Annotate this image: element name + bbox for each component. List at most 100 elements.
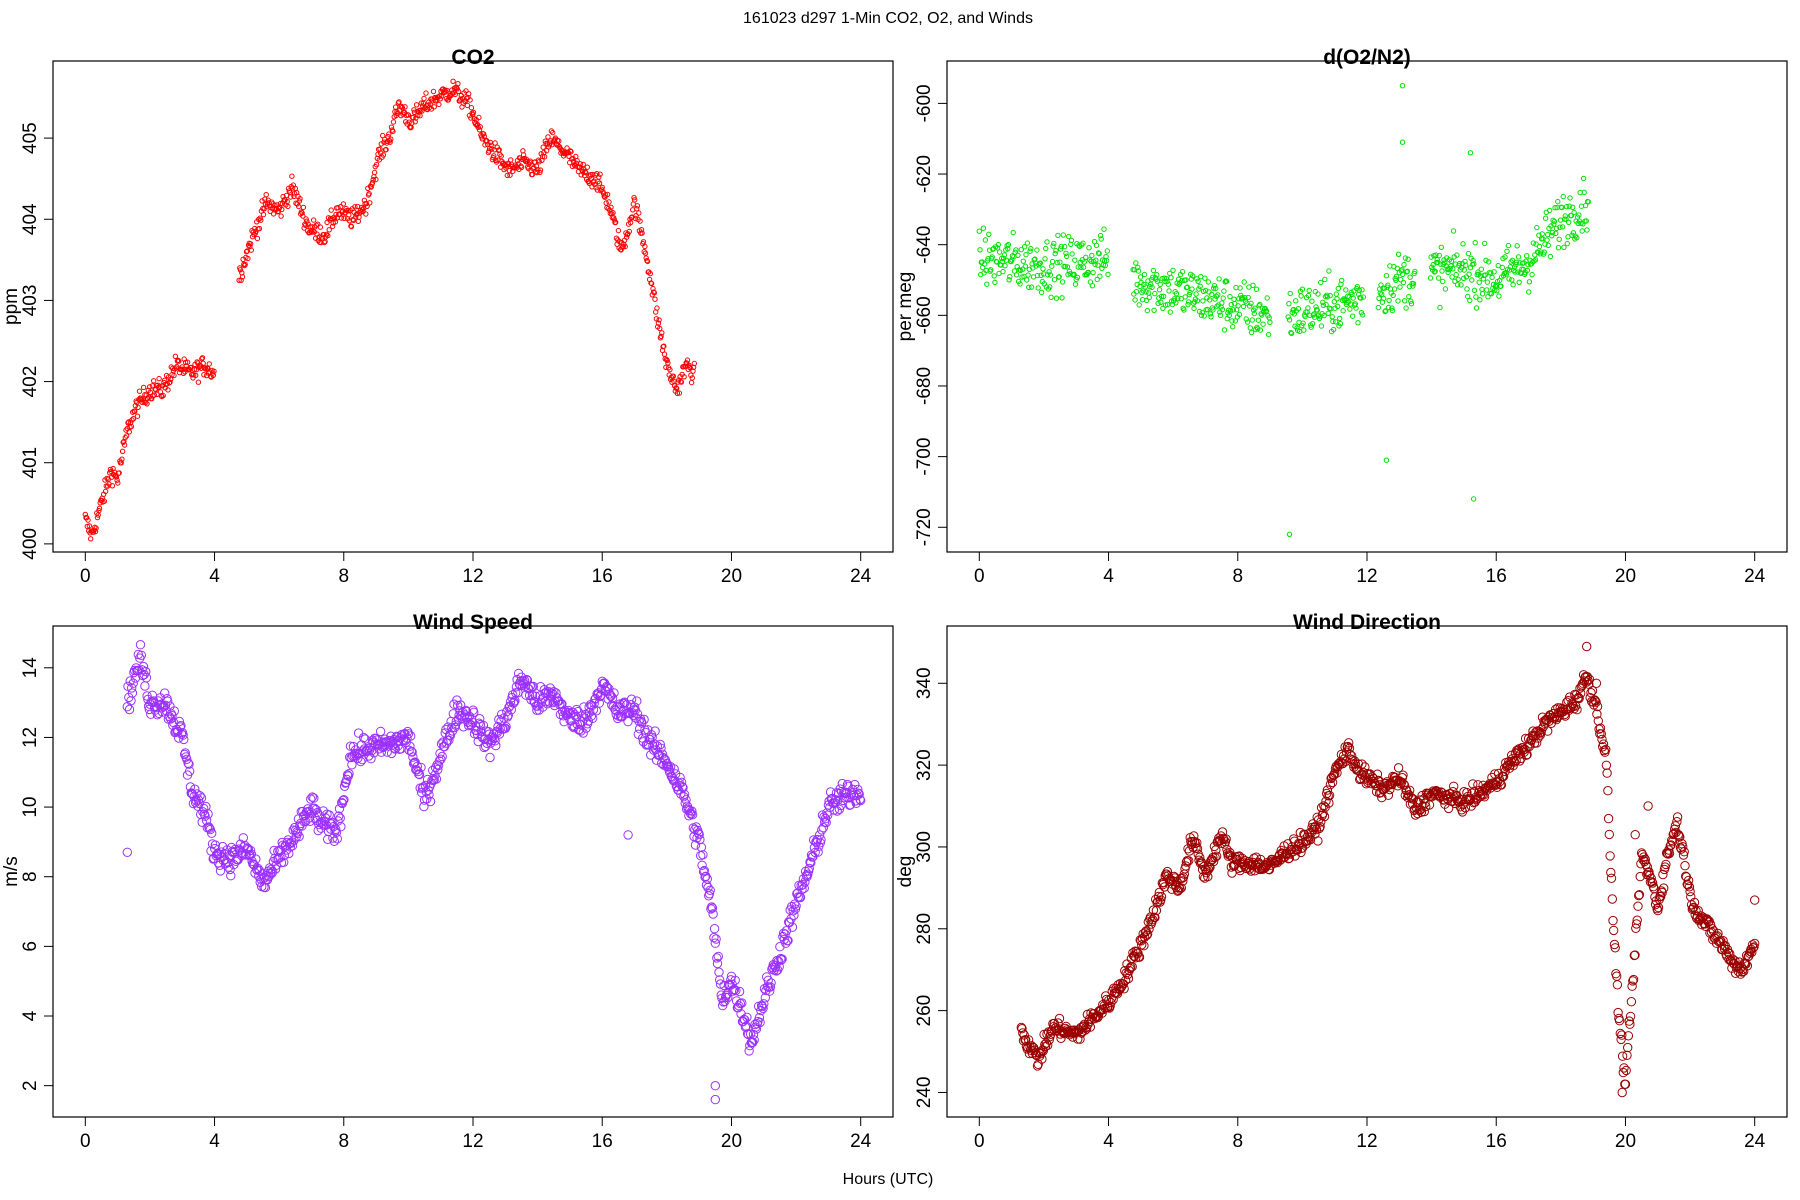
wspd-data-point bbox=[528, 681, 538, 692]
co2-data-point bbox=[592, 181, 598, 188]
wdir-data-point bbox=[1622, 1050, 1632, 1061]
co2-ytick-label: 404 bbox=[20, 203, 41, 235]
wdir-xtick-label: 24 bbox=[1744, 1131, 1766, 1152]
o2n2-data-point bbox=[1037, 260, 1044, 266]
wspd-data-point bbox=[335, 813, 345, 823]
wdir-xtick-label: 20 bbox=[1615, 1131, 1636, 1152]
wdir-data-point bbox=[1591, 697, 1601, 707]
o2n2-data-point bbox=[1240, 303, 1247, 310]
co2-data-point bbox=[539, 157, 545, 164]
o2n2-data-point bbox=[1051, 240, 1057, 247]
co2-data-point bbox=[201, 372, 207, 378]
o2n2-data-point bbox=[1580, 175, 1587, 182]
o2n2-data-point bbox=[1321, 312, 1327, 319]
co2-data-point bbox=[390, 119, 397, 125]
co2-data-point bbox=[681, 374, 687, 380]
o2n2-data-point bbox=[1399, 139, 1406, 145]
wdir-data-point bbox=[1607, 894, 1618, 904]
wdir-data-point bbox=[1129, 951, 1140, 962]
co2-data-point bbox=[388, 136, 394, 142]
wdir-data-point bbox=[1106, 997, 1116, 1008]
wspd-data-point bbox=[179, 734, 189, 745]
wspd-data-point bbox=[636, 716, 646, 727]
o2n2-data-point bbox=[1150, 267, 1157, 274]
wspd-data-point bbox=[722, 989, 732, 999]
wspd-xtick-label: 0 bbox=[80, 1131, 91, 1152]
o2n2-data-point bbox=[1033, 263, 1039, 269]
wdir-data-point bbox=[1597, 734, 1607, 745]
wdir-data-point bbox=[1574, 693, 1584, 704]
co2-data-point bbox=[109, 483, 116, 489]
wdir-data-point bbox=[1402, 785, 1412, 796]
wspd-data-point bbox=[632, 696, 642, 706]
co2-data-point bbox=[626, 228, 632, 235]
wspd-data-point bbox=[376, 747, 386, 757]
o2n2-data-point bbox=[1209, 291, 1215, 298]
o2n2-data-point bbox=[1358, 295, 1364, 301]
co2-data-point bbox=[499, 158, 505, 165]
co2-data-point bbox=[297, 196, 303, 202]
o2n2-ytick-label: -680 bbox=[914, 367, 935, 405]
o2n2-xtick-label: 12 bbox=[1356, 566, 1377, 587]
co2-data-point bbox=[627, 219, 634, 226]
o2n2-data-point bbox=[1524, 253, 1530, 259]
wspd-data-point bbox=[312, 807, 323, 818]
co2-data-point bbox=[370, 177, 376, 183]
o2n2-data-point bbox=[1412, 268, 1418, 275]
co2-data-point bbox=[466, 91, 472, 97]
o2n2-data-point bbox=[1144, 307, 1151, 314]
wspd-data-point bbox=[766, 978, 776, 988]
o2n2-data-point bbox=[1064, 264, 1071, 270]
o2n2-data-point bbox=[1557, 224, 1563, 230]
wspd-xtick-label: 8 bbox=[338, 1131, 349, 1152]
wspd-data-point bbox=[334, 811, 344, 821]
o2n2-data-point bbox=[1566, 203, 1573, 209]
wdir-data-point bbox=[1606, 873, 1617, 883]
o2n2-data-point bbox=[1213, 293, 1220, 299]
o2n2-data-point bbox=[1402, 298, 1408, 304]
o2n2-data-point bbox=[1293, 298, 1299, 304]
co2-data-point bbox=[689, 375, 695, 381]
wdir-data-point bbox=[1620, 1079, 1631, 1090]
o2n2-data-point bbox=[1311, 311, 1317, 317]
co2-data-point bbox=[324, 219, 330, 226]
wdir-data-point bbox=[1590, 696, 1601, 706]
wspd-data-point bbox=[127, 683, 137, 693]
wdir-data-point bbox=[1657, 887, 1667, 898]
wdir-data-point bbox=[1750, 895, 1760, 905]
wspd-data-point bbox=[806, 857, 816, 868]
wspd-data-point bbox=[684, 811, 694, 821]
o2n2-data-point bbox=[1220, 295, 1226, 301]
co2-data-point bbox=[366, 191, 372, 197]
o2n2-data-point bbox=[1047, 272, 1054, 278]
co2-data-point bbox=[92, 528, 99, 535]
wspd-data-point bbox=[184, 759, 194, 769]
wspd-data-point bbox=[676, 777, 687, 787]
co2-data-point bbox=[613, 219, 619, 226]
wdir-data-point bbox=[1043, 1040, 1053, 1051]
wdir-data-point bbox=[1203, 871, 1213, 882]
co2-ytick-label: 405 bbox=[20, 122, 41, 154]
co2-data-point bbox=[622, 243, 628, 250]
o2n2-data-point bbox=[1064, 253, 1070, 259]
co2-data-point bbox=[634, 206, 640, 212]
o2n2-data-point bbox=[1173, 300, 1179, 306]
wdir-ytick-label: 320 bbox=[914, 749, 935, 781]
wspd-data-point bbox=[307, 792, 317, 802]
o2n2-data-point bbox=[1054, 259, 1060, 266]
wspd-data-point bbox=[436, 754, 446, 764]
o2n2-data-point bbox=[1470, 496, 1477, 502]
wdir-data-point bbox=[1150, 912, 1160, 923]
wspd-data-point bbox=[329, 836, 339, 846]
co2-data-point bbox=[467, 97, 473, 103]
wspd-data-point bbox=[407, 747, 417, 757]
wspd-data-point bbox=[125, 676, 135, 686]
o2n2-data-point bbox=[1188, 276, 1195, 282]
wdir-xtick-label: 4 bbox=[1103, 1131, 1114, 1152]
o2n2-data-point bbox=[1294, 325, 1300, 331]
wdir-data-point bbox=[1143, 917, 1154, 927]
co2-data-point bbox=[96, 507, 102, 514]
wspd-data-point bbox=[128, 678, 138, 688]
co2-data-point bbox=[151, 378, 157, 384]
wspd-data-point bbox=[639, 714, 649, 725]
